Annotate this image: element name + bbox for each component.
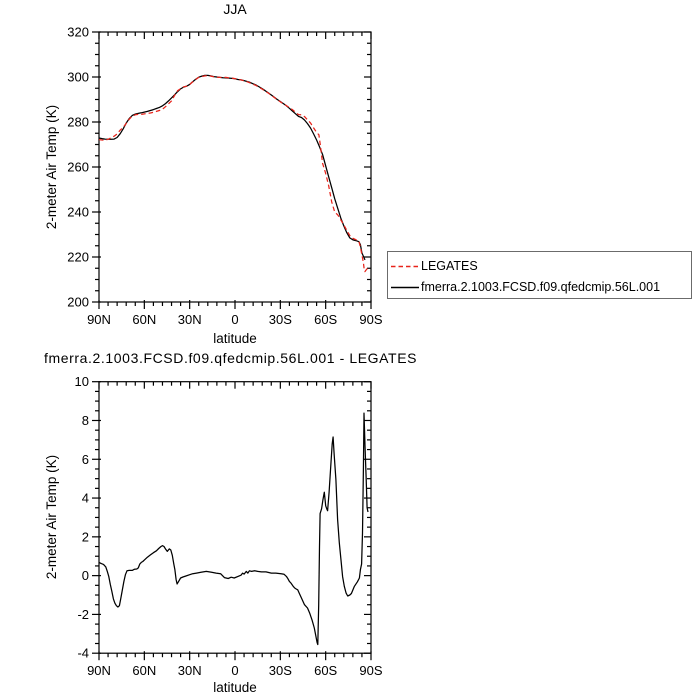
y-tick-label: 8 (82, 413, 89, 428)
x-tick-label: 60N (132, 663, 156, 678)
top-chart: 90N 60N 30N 0 30S 60S 90S 200 220 240 260 280 300 320 (67, 25, 383, 328)
x-tick-label: 90N (87, 312, 111, 327)
y-tick-label: 0 (82, 568, 89, 583)
plot-frame (98, 31, 372, 303)
x-tick-label: 30S (269, 312, 292, 327)
x-tick-label: 30N (178, 312, 202, 327)
x-tick-label: 60S (314, 663, 337, 678)
legend-label-legates: LEGATES (421, 259, 478, 273)
legend: LEGATES fmerra.2.1003.FCSD.f09.qfedcmip.… (387, 251, 692, 299)
top-axes (92, 31, 372, 309)
top-y-axis-title: 2-meter Air Temp (K) (44, 104, 59, 230)
bottom-x-axis-title: latitude (213, 680, 257, 695)
x-tick-label: 0 (231, 663, 238, 678)
top-tick-labels: 90N 60N 30N 0 30S 60S 90S 200 220 240 260 280 300 320 (67, 25, 383, 328)
x-tick-label: 30N (178, 663, 202, 678)
x-tick-label: 30S (269, 663, 292, 678)
legend-label-model: fmerra.2.1003.FCSD.f09.qfedcmip.56L.001 (421, 280, 661, 294)
y-tick-label: 10 (75, 374, 89, 389)
bottom-tick-labels: 90N 60N 30N 0 30S 60S 90S -4 -2 0 2 4 6 8 10 (75, 374, 383, 678)
top-x-axis-title: latitude (213, 331, 257, 346)
bottom-chart: 90N 60N 30N 0 30S 60S 90S -4 -2 0 2 4 6 8 10 (75, 374, 383, 678)
bottom-chart-title: fmerra.2.1003.FCSD.f09.qfedcmip.56L.001 … (44, 350, 418, 366)
series-line-fmerra-2-1003-fcsd-f09-qfedcmip-56l-001 (98, 74, 366, 261)
y-tick-label: -2 (77, 607, 89, 622)
y-tick-label: 240 (67, 205, 89, 220)
x-tick-label: 60N (132, 312, 156, 327)
y-tick-label: 4 (82, 491, 89, 506)
legend-line-legates-icon (391, 265, 419, 267)
y-tick-label: 220 (67, 250, 89, 265)
bottom-axes (92, 381, 372, 661)
y-tick-label: 300 (67, 70, 89, 85)
y-tick-label: 320 (67, 25, 89, 40)
y-tick-label: 260 (67, 160, 89, 175)
y-tick-label: -4 (77, 646, 89, 661)
y-tick-label: 280 (67, 115, 89, 130)
x-tick-label: 60S (314, 312, 337, 327)
x-tick-label: 0 (231, 312, 238, 327)
x-tick-label: 90N (87, 663, 111, 678)
x-tick-label: 90S (359, 312, 382, 327)
y-tick-label: 2 (82, 529, 89, 544)
legend-entry-model: fmerra.2.1003.FCSD.f09.qfedcmip.56L.001 (390, 278, 660, 296)
plot-frame (98, 381, 372, 654)
legend-line-model-icon (391, 286, 419, 288)
x-tick-label: 90S (359, 663, 382, 678)
y-tick-label: 200 (67, 295, 89, 310)
series-line-difference (98, 412, 369, 646)
top-chart-title: JJA (223, 1, 247, 17)
bottom-y-axis-title: 2-meter Air Temp (K) (44, 454, 59, 580)
legend-entry-legates: LEGATES (390, 257, 478, 275)
series-line-legates (98, 74, 369, 273)
y-tick-label: 6 (82, 452, 89, 467)
